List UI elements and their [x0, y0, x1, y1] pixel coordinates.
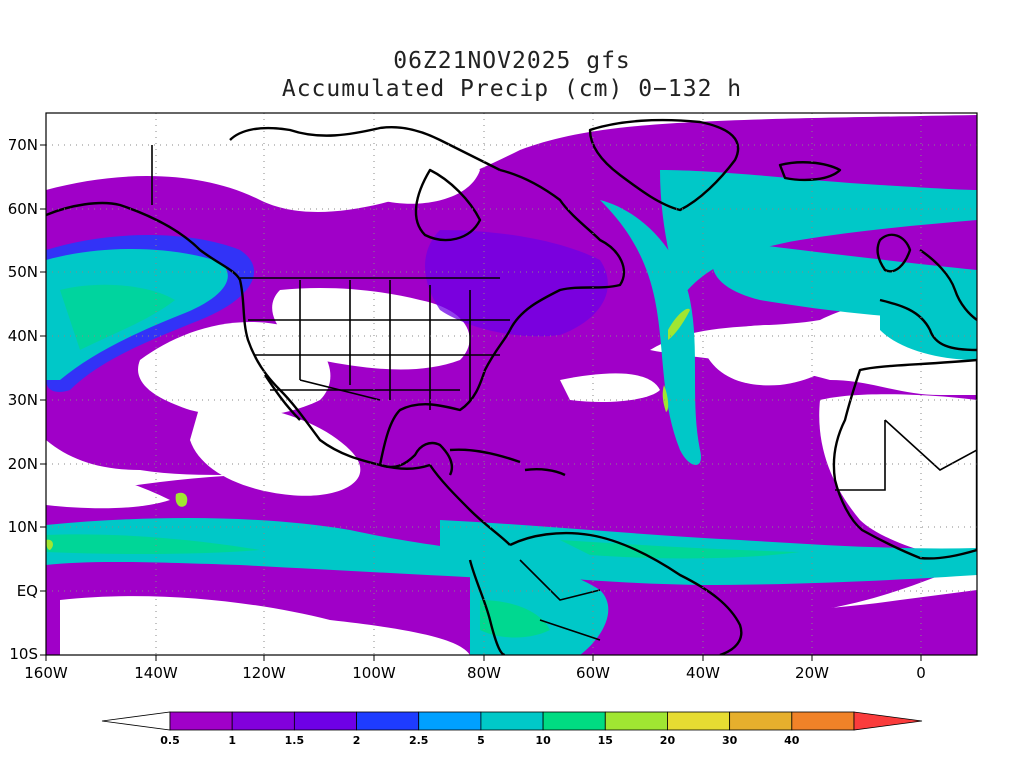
colorbar-swatch: [667, 711, 731, 731]
colorbar-label: 1: [228, 734, 236, 747]
colorbar-label: 1.5: [284, 734, 305, 747]
precip-field: [46, 115, 977, 655]
lat-label: 30N: [7, 391, 38, 409]
lon-label: 140W: [134, 664, 178, 682]
lon-label: 100W: [352, 664, 396, 682]
lon-label: 80W: [467, 664, 501, 682]
map-gridlines: [46, 113, 977, 655]
lon-label: 120W: [242, 664, 286, 682]
lon-label: 20W: [795, 664, 829, 682]
lat-label: 60N: [7, 200, 38, 218]
axis-ticks: [40, 144, 922, 661]
colorbar: [101, 711, 923, 731]
colorbar-label: 2.5: [408, 734, 429, 747]
coastlines: [46, 118, 977, 655]
lat-label: 70N: [7, 136, 38, 154]
colorbar-label: 10: [535, 734, 551, 747]
colorbar-swatch: [729, 711, 793, 731]
lon-label: 160W: [24, 664, 68, 682]
colorbar-label: 20: [659, 734, 676, 747]
colorbar-swatch: [480, 711, 544, 731]
colorbar-label: 15: [597, 734, 613, 747]
lat-label: 50N: [7, 263, 38, 281]
colorbar-label: 30: [721, 734, 738, 747]
colorbar-swatch: [293, 711, 357, 731]
colorbar-max-arrow: [853, 711, 923, 731]
colorbar-swatch: [231, 711, 295, 731]
lat-label: 20N: [7, 455, 38, 473]
lat-label: 40N: [7, 327, 38, 345]
map-title: 06Z21NOV2025 gfs: [393, 48, 631, 74]
lat-label: 10N: [7, 518, 38, 536]
colorbar-min-arrow: [101, 711, 171, 731]
colorbar-label: 5: [477, 734, 485, 747]
map-subtitle: Accumulated Precip (cm) 0−132 h: [281, 76, 743, 102]
political-borders: [151, 145, 977, 641]
lon-label: 40W: [686, 664, 720, 682]
colorbar-swatch: [791, 711, 855, 731]
colorbar-label: 2: [352, 734, 361, 747]
colorbar-swatch: [418, 711, 482, 731]
colorbar-swatch: [356, 711, 420, 731]
colorbar-label: 40: [784, 734, 800, 747]
colorbar-swatch: [542, 711, 606, 731]
colorbar-label: 0.5: [160, 734, 180, 747]
lat-label: 10S: [9, 645, 38, 663]
colorbar-swatch: [604, 711, 668, 731]
colorbar-swatch: [169, 711, 233, 731]
map-frame: [45, 112, 978, 656]
lon-label: 60W: [576, 664, 610, 682]
lat-label: EQ: [16, 582, 38, 600]
lon-label: 0: [916, 664, 926, 682]
